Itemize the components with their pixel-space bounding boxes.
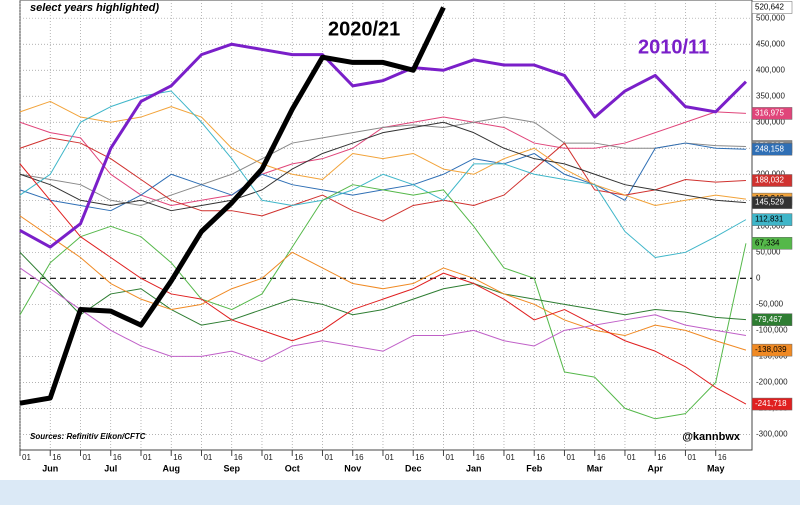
x-tick-label: 01: [566, 453, 575, 462]
month-label: Nov: [344, 463, 361, 473]
x-tick-label: 16: [355, 453, 364, 462]
y-tick-label: -50,000: [756, 299, 784, 308]
x-tick-label: 01: [22, 453, 31, 462]
series-line: [19, 90, 747, 259]
x-tick-label: 16: [113, 453, 122, 462]
month-label: Apr: [647, 463, 663, 473]
x-tick-label: 01: [82, 453, 91, 462]
y-tick-label: 500,000: [756, 13, 785, 22]
x-tick-label: 16: [415, 453, 424, 462]
y-tick-label: 450,000: [756, 39, 785, 48]
x-tick-label: 16: [657, 453, 666, 462]
end-label-box: [751, 142, 793, 156]
end-label-box: [751, 313, 793, 326]
series-line: [19, 6, 446, 406]
end-label-box: [751, 1, 793, 14]
x-tick-label: 16: [234, 453, 243, 462]
month-label: Dec: [405, 463, 422, 473]
series-line: [19, 184, 747, 420]
y-tick-label: 0: [756, 273, 761, 282]
x-tick-label: 01: [264, 453, 273, 462]
end-label-box: [751, 213, 793, 226]
y-tick-label: 200,000: [756, 169, 785, 178]
end-label: 112,831: [755, 215, 784, 224]
x-tick-label: 16: [718, 453, 727, 462]
y-tick-label: -300,000: [756, 430, 788, 439]
end-label: 145,529: [755, 198, 784, 207]
x-tick-label: 16: [52, 453, 61, 462]
x-tick-label: 01: [143, 453, 152, 462]
series-line: [19, 116, 746, 206]
series-line: [19, 163, 747, 405]
y-tick-label: 400,000: [756, 65, 785, 74]
month-label: Jul: [104, 463, 117, 473]
end-label: 67,334: [755, 238, 780, 247]
y-tick-label: -100,000: [756, 325, 788, 334]
end-label: 520,642: [755, 3, 784, 12]
end-label: -79,467: [755, 315, 783, 324]
series-line: [19, 42, 748, 249]
x-tick-label: 16: [476, 453, 485, 462]
x-tick-label: 16: [173, 453, 182, 462]
y-tick-label: 100,000: [756, 221, 785, 230]
annotation: 2010/11: [638, 36, 709, 58]
end-label: -241,718: [755, 399, 787, 408]
series-line: [19, 267, 747, 363]
y-tick-label: 50,000: [756, 247, 781, 256]
x-tick-label: 16: [597, 453, 606, 462]
x-tick-label: 16: [536, 453, 545, 462]
end-label: 248,158: [755, 144, 784, 153]
series-line: [19, 251, 746, 326]
month-label: Oct: [285, 463, 300, 473]
month-label: Jan: [466, 463, 482, 473]
x-tick-label: 01: [203, 453, 212, 462]
end-label-box: [751, 107, 793, 120]
month-label: Mar: [587, 463, 604, 473]
y-tick-label: 300,000: [756, 117, 785, 126]
series-line: [19, 215, 747, 351]
credit: @kannbwx: [682, 431, 741, 443]
month-label: Feb: [526, 463, 543, 473]
month-label: Sep: [223, 463, 240, 473]
x-tick-label: 16: [294, 453, 303, 462]
end-label-box: [751, 343, 793, 357]
end-label: -138,039: [755, 345, 787, 354]
plot-area: [19, 0, 753, 451]
x-tick-label: 01: [445, 453, 454, 462]
series-line: [19, 121, 746, 212]
x-tick-label: 01: [385, 453, 394, 462]
month-label: Jun: [42, 463, 58, 473]
end-label: 316,975: [755, 109, 784, 118]
x-tick-label: 01: [324, 453, 333, 462]
month-label: Aug: [162, 463, 180, 473]
y-tick-label: 350,000: [756, 91, 785, 100]
x-tick-label: 01: [627, 453, 636, 462]
x-tick-label: 01: [506, 453, 515, 462]
x-tick-label: 01: [687, 453, 696, 462]
end-label-box: [751, 174, 793, 187]
end-label-box: [751, 237, 793, 250]
annotation: 2020/21: [328, 18, 400, 40]
y-tick-label: -200,000: [756, 377, 788, 386]
end-label-box: [751, 397, 793, 411]
series-line: [19, 100, 747, 206]
source: Sources: Refinitiv Eikon/CFTC: [30, 432, 146, 441]
end-label-box: [751, 196, 793, 209]
end-label: 188,032: [755, 176, 784, 185]
subtitle: select years highlighted): [30, 2, 159, 14]
month-label: May: [707, 463, 725, 473]
